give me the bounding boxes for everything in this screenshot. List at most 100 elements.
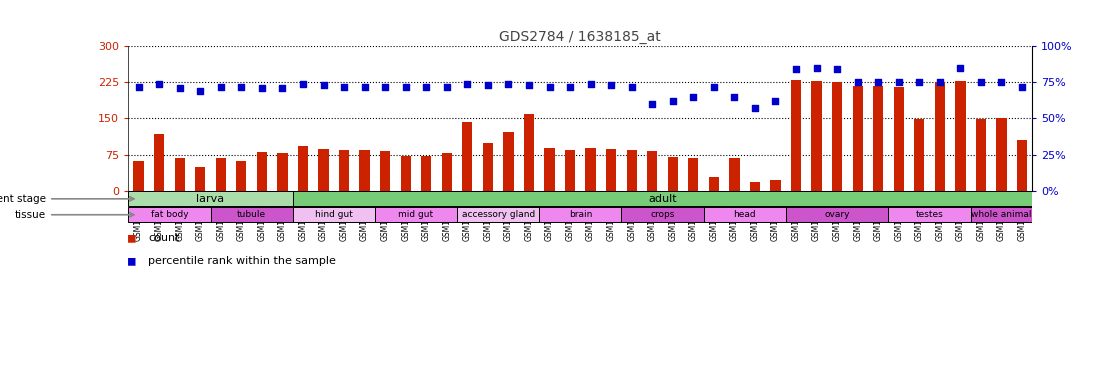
Text: crops: crops [651, 210, 675, 219]
Bar [888, 207, 971, 222]
Bar [626, 150, 637, 191]
Bar [750, 182, 760, 191]
Point [129, 84, 147, 90]
Point [459, 81, 477, 87]
Point [992, 79, 1010, 85]
Bar [154, 134, 164, 191]
Text: percentile rank within the sample: percentile rank within the sample [148, 256, 336, 266]
Bar [483, 142, 493, 191]
Text: hind gut: hind gut [315, 210, 353, 219]
Point [1013, 84, 1031, 90]
Point [952, 65, 970, 71]
Bar [134, 161, 144, 191]
Bar [873, 86, 884, 191]
Point [397, 84, 415, 90]
Point [745, 105, 763, 111]
Bar [622, 207, 703, 222]
Bar [565, 150, 575, 191]
Bar [381, 151, 391, 191]
Bar [539, 207, 622, 222]
Point [828, 66, 846, 72]
Point [212, 84, 230, 90]
Text: brain: brain [569, 210, 591, 219]
Point [972, 79, 990, 85]
Text: fat body: fat body [151, 210, 189, 219]
Point [376, 84, 394, 90]
Bar [421, 156, 432, 191]
Text: head: head [733, 210, 756, 219]
Bar [811, 81, 821, 191]
Point [540, 84, 558, 90]
Bar [709, 177, 719, 191]
Bar [833, 82, 843, 191]
Bar [997, 118, 1007, 191]
Bar [545, 148, 555, 191]
Bar [971, 207, 1032, 222]
Text: tissue: tissue [15, 210, 134, 220]
Bar [318, 149, 328, 191]
Text: testes: testes [916, 210, 943, 219]
Point [437, 84, 455, 90]
Bar [586, 148, 596, 191]
Bar [503, 132, 513, 191]
Point [356, 84, 374, 90]
Bar [442, 153, 452, 191]
Bar [975, 119, 987, 191]
Text: count: count [148, 233, 180, 243]
Point [787, 66, 805, 72]
Bar [128, 207, 211, 222]
Bar [401, 156, 411, 191]
Point [417, 84, 435, 90]
Bar [853, 86, 863, 191]
Point [705, 84, 723, 90]
Bar [237, 161, 247, 191]
Bar [894, 87, 904, 191]
Point [171, 85, 189, 91]
Bar [277, 153, 288, 191]
Bar [955, 81, 965, 191]
Bar [703, 207, 786, 222]
Bar [1017, 140, 1027, 191]
Bar [211, 207, 292, 222]
Bar [914, 119, 924, 191]
Bar [339, 150, 349, 191]
Text: ■: ■ [128, 255, 136, 268]
Bar [786, 207, 888, 222]
Bar [667, 157, 677, 191]
Bar [647, 151, 657, 191]
Point [603, 82, 620, 88]
Point [849, 79, 867, 85]
Bar [458, 207, 539, 222]
Bar [298, 146, 308, 191]
Point [273, 85, 291, 91]
Text: adult: adult [648, 194, 676, 204]
Point [767, 98, 785, 104]
Text: ■: ■ [128, 232, 136, 245]
Point [315, 82, 333, 88]
Text: ovary: ovary [825, 210, 850, 219]
Point [232, 84, 250, 90]
Bar [292, 207, 375, 222]
Point [500, 81, 518, 87]
Point [643, 101, 661, 107]
Text: accessory gland: accessory gland [462, 210, 535, 219]
Point [581, 81, 599, 87]
Point [931, 79, 949, 85]
Point [520, 82, 538, 88]
Point [191, 88, 209, 94]
Bar [729, 158, 740, 191]
Text: larva: larva [196, 194, 224, 204]
Point [889, 79, 907, 85]
Point [623, 84, 641, 90]
Point [335, 84, 353, 90]
Bar [689, 158, 699, 191]
Point [151, 81, 169, 87]
Point [664, 98, 682, 104]
Point [684, 94, 702, 100]
Bar [791, 80, 801, 191]
Point [253, 85, 271, 91]
Bar [770, 180, 780, 191]
Point [869, 79, 887, 85]
Bar [215, 158, 225, 191]
Bar [935, 82, 945, 191]
